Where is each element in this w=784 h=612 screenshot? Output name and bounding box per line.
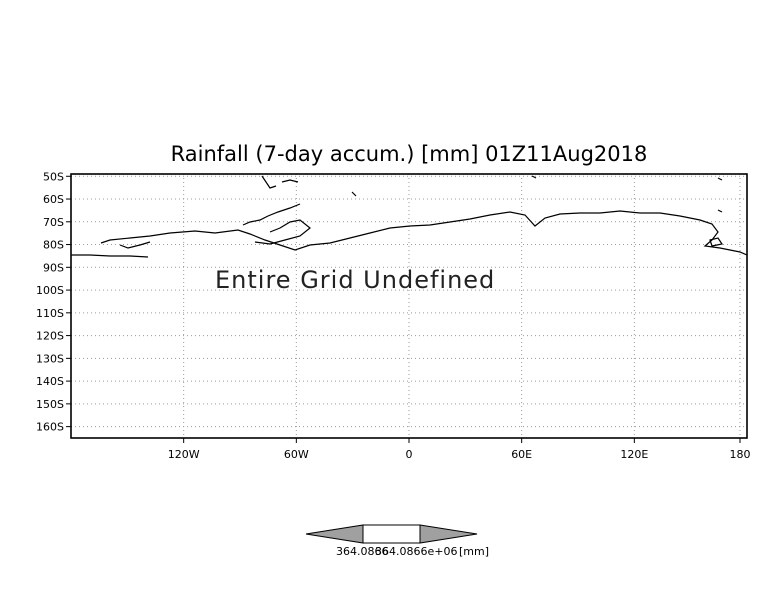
y-tick-label: 80S	[43, 239, 64, 252]
y-tick-label: 150S	[36, 398, 64, 411]
y-tick-label: 70S	[43, 216, 64, 229]
colorbar-box	[362, 524, 421, 544]
coastline-west	[71, 210, 748, 258]
coastline-shelf	[119, 219, 311, 249]
x-tick-label: 60E	[511, 448, 532, 461]
y-tick-label: 90S	[43, 261, 64, 274]
y-tick-label: 60S	[43, 193, 64, 206]
x-axis-ticks: 120W 60W 0 60E 120E 180	[168, 438, 751, 461]
y-tick-label: 50S	[43, 170, 64, 183]
y-tick-label: 110S	[36, 307, 64, 320]
y-tick-label: 130S	[36, 352, 64, 365]
colorbar-right-arrow	[419, 524, 478, 544]
y-tick-label: 160S	[36, 421, 64, 434]
y-tick-label: 100S	[36, 284, 64, 297]
y-tick-label: 120S	[36, 330, 64, 343]
x-tick-label: 120E	[620, 448, 648, 461]
colorbar: 364.0866 364.0866e+06 [mm]	[305, 524, 489, 558]
islands	[351, 175, 723, 247]
colorbar-label-left: 364.0866	[336, 545, 389, 558]
undefined-grid-message: Entire Grid Undefined	[215, 266, 495, 294]
grid-lines	[71, 174, 747, 438]
x-tick-label: 180	[730, 448, 751, 461]
colorbar-left-arrow	[305, 524, 364, 544]
y-axis-ticks: 50S 60S 70S 80S 90S 100S 110S 120S 130S 140S 150S 1…	[36, 170, 71, 434]
x-tick-label: 60W	[284, 448, 309, 461]
chart-title: Rainfall (7-day accum.) [mm] 01Z11Aug201…	[171, 142, 648, 166]
x-tick-label: 0	[406, 448, 413, 461]
y-tick-label: 140S	[36, 375, 64, 388]
antarctic-peninsula	[242, 175, 301, 226]
x-tick-label: 120W	[168, 448, 200, 461]
colorbar-unit: [mm]	[459, 545, 489, 558]
antarctica-coastline	[71, 175, 748, 258]
colorbar-label-right: 364.0866e+06	[375, 545, 457, 558]
